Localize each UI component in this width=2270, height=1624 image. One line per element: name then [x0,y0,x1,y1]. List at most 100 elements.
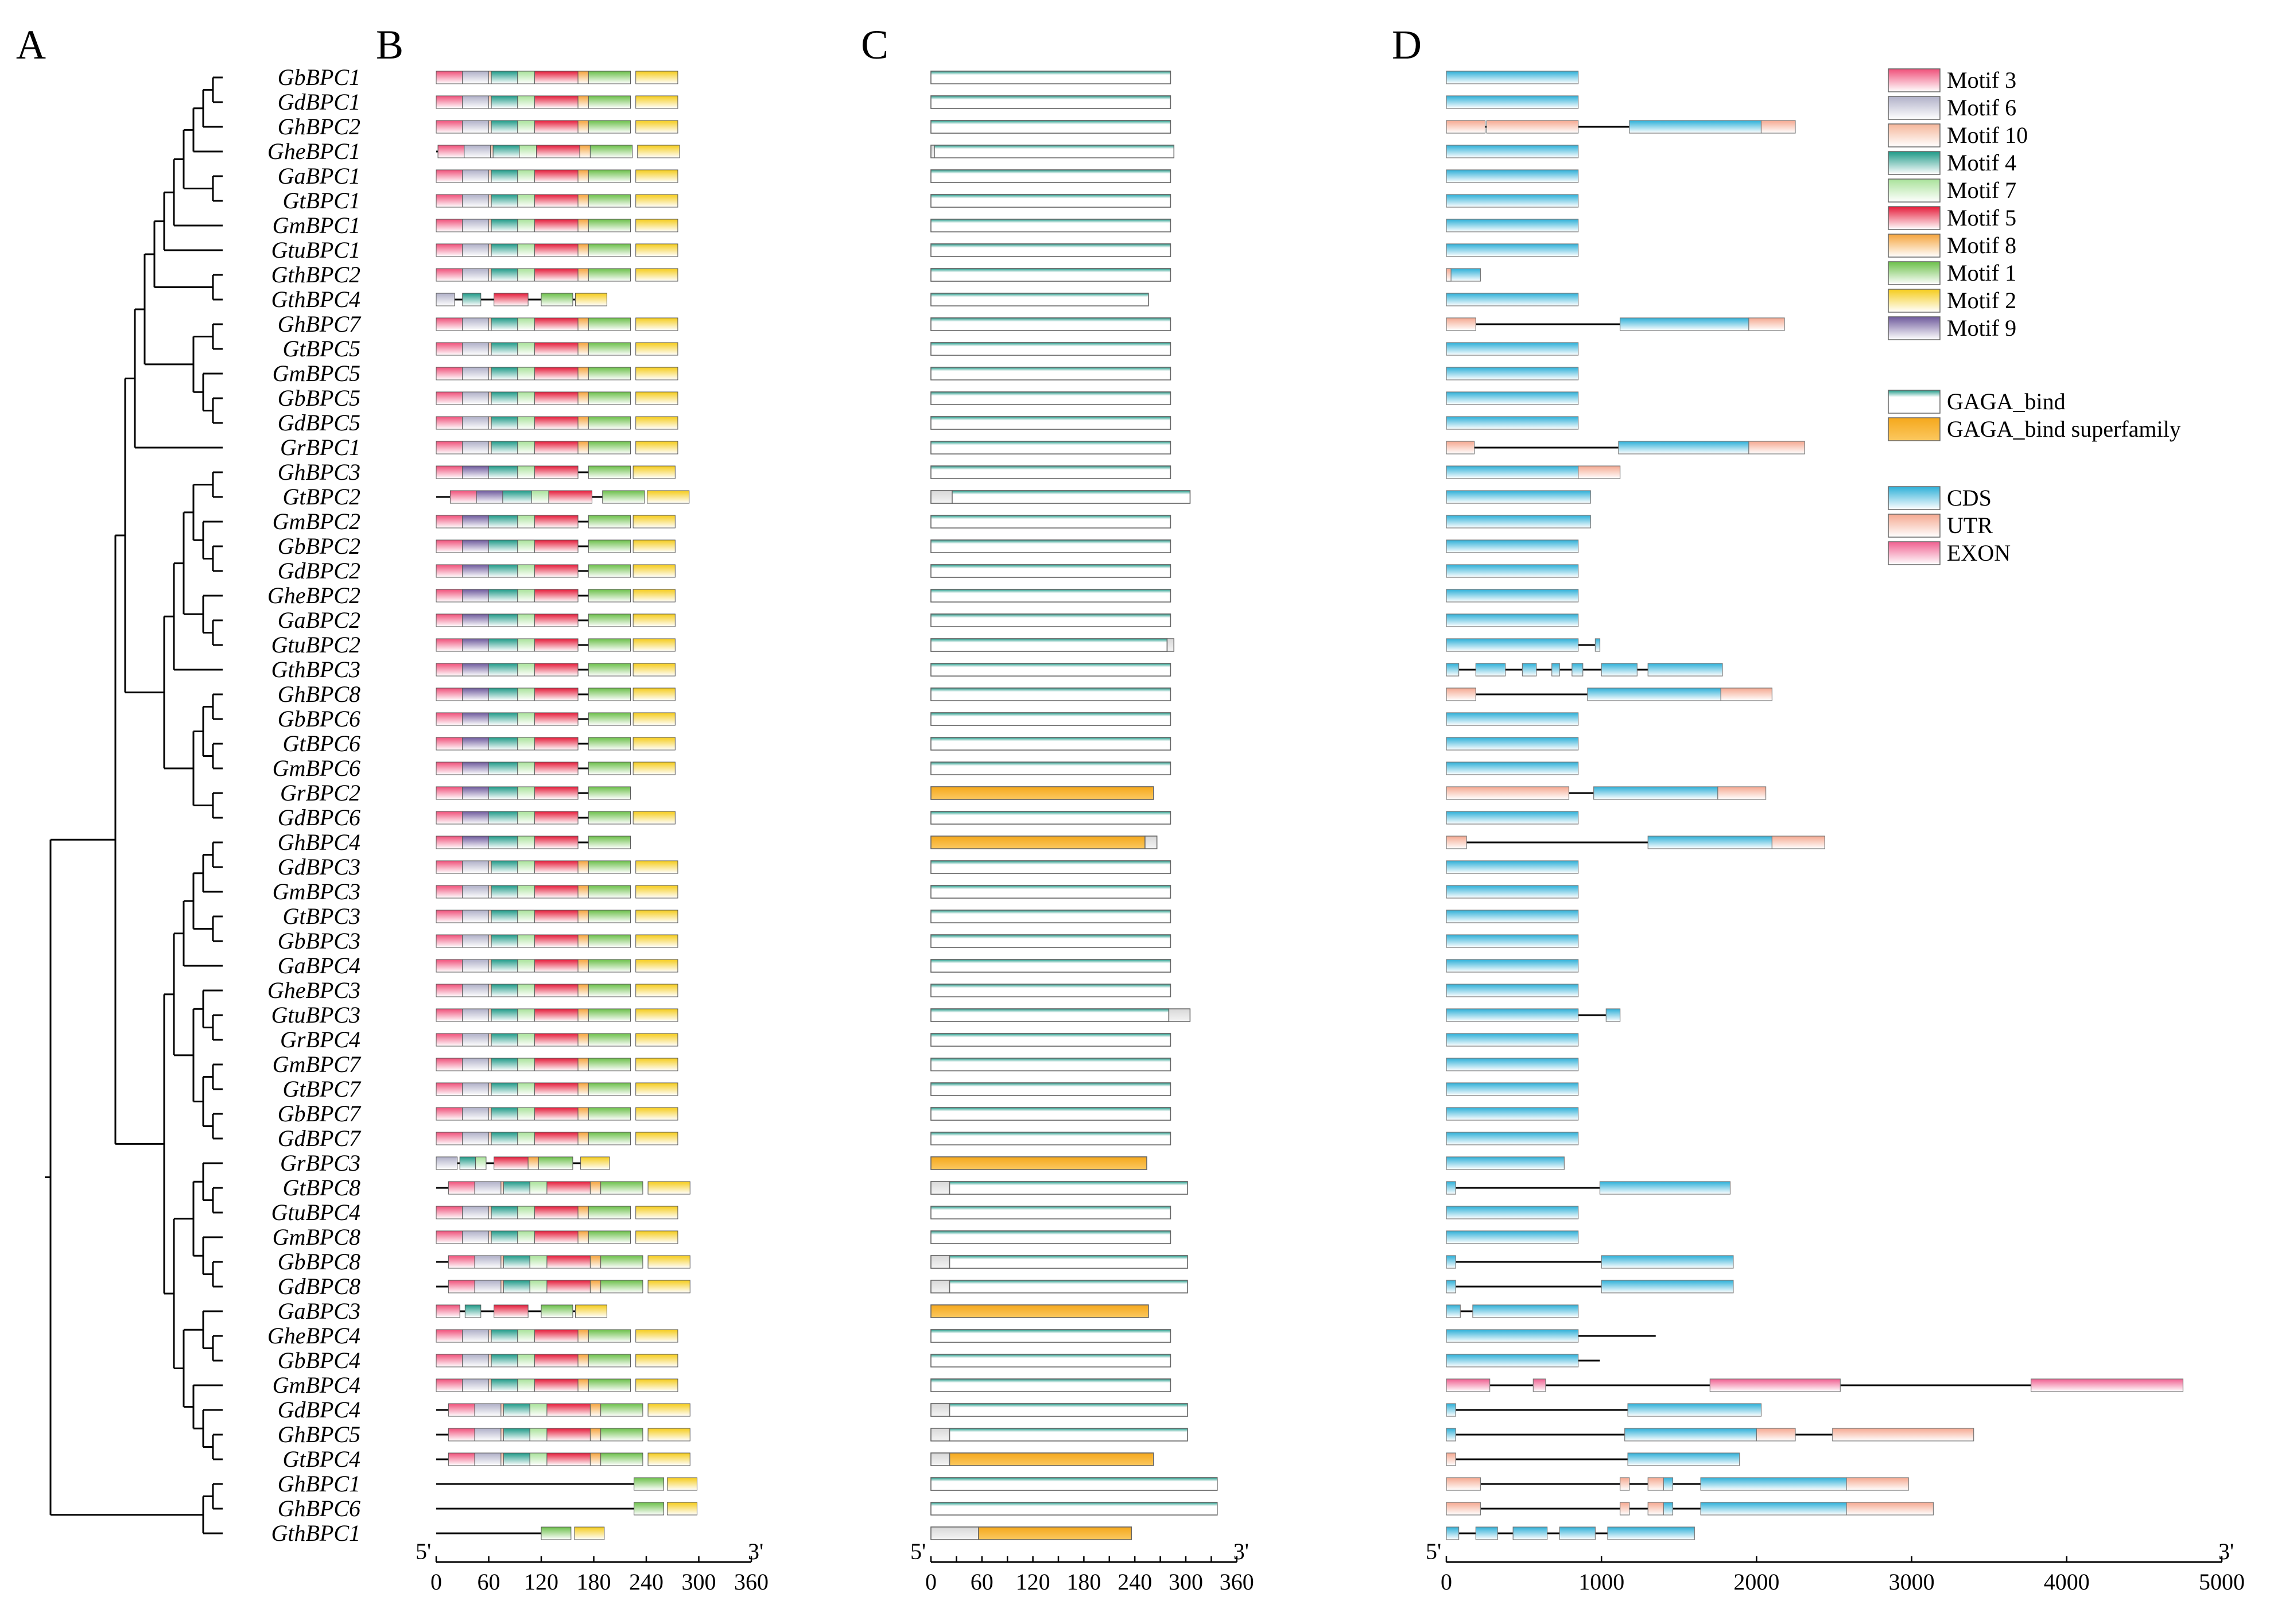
motif-m4 [459,1156,476,1170]
gene-label: GhBPC8 [278,681,360,707]
motif-m8 [577,1230,589,1244]
motif-m2 [633,465,676,479]
motif-m4 [491,959,518,973]
motif-m3 [448,1181,475,1195]
motif-m8 [577,1033,589,1047]
motif-m4 [491,441,518,454]
motif-m1 [588,762,631,775]
utr-segment [1578,465,1621,479]
motif-m1 [588,465,631,479]
motif-m8 [577,169,589,183]
legend-motif-label: Motif 2 [1947,287,2016,313]
gene-label: GtBPC3 [282,903,360,929]
motif-m5 [534,317,579,331]
motif-m6 [462,71,489,84]
motif-m1 [541,1304,573,1318]
motif-m6 [462,934,489,948]
motif-m8 [527,1156,539,1170]
b-tick-label: 360 [734,1569,769,1595]
motif-m10 [488,342,492,356]
motif-m6 [474,1280,502,1293]
motif-m1 [588,1033,631,1047]
motif-m2 [635,1033,678,1047]
motif-m9 [462,539,489,553]
legend-motif-swatch [1888,68,1941,92]
motif-m4 [491,1132,518,1145]
motif-m3 [436,589,463,603]
gene-label: GtBPC5 [282,336,360,362]
motif-m2 [635,194,678,208]
gaga-bind-domain [934,145,1175,158]
protein-nondomain [930,1181,950,1195]
motif-m9 [462,712,489,726]
utr-segment [1446,687,1476,701]
motif-m4 [491,984,518,997]
motif-m8 [577,1008,589,1022]
motif-m4 [491,317,518,331]
motif-m2 [633,515,676,529]
d-end-label: 3' [2218,1538,2234,1564]
legend-structure-swatch [1888,486,1941,510]
d-tick-label: 1000 [1578,1569,1624,1595]
motif-m6 [462,959,489,973]
motif-m1 [588,836,631,849]
gene-label: GmBPC7 [273,1051,362,1077]
motif-m4 [502,490,532,504]
motif-m4 [503,1181,530,1195]
gaga-bind-domain [930,465,1171,479]
motif-m7 [529,1452,548,1466]
protein-nondomain [930,1526,979,1540]
motif-m5 [494,1156,529,1170]
motif-m3 [436,762,463,775]
motif-m1 [588,564,631,578]
motif-m2 [574,1526,605,1540]
motif-m2 [667,1502,697,1516]
motif-m10 [500,1452,504,1466]
motif-m5 [534,268,579,282]
motif-m5 [534,934,579,948]
b-tick-label: 240 [629,1569,663,1595]
motif-m4 [488,589,518,603]
motif-m8 [577,219,589,232]
protein-nondomain [930,490,953,504]
legend-domain-swatch [1888,417,1941,441]
motif-m2 [647,1428,690,1442]
cds-segment [1601,1280,1734,1293]
motif-m5 [534,416,579,430]
motif-m5 [534,367,579,380]
motif-m5 [534,194,579,208]
motif-m6 [462,194,489,208]
motif-m7 [517,71,536,84]
cds-segment [1446,243,1579,257]
motif-m1 [588,317,631,331]
gene-label: GaBPC1 [278,163,360,189]
gaga-bind-domain [930,95,1171,109]
motif-m2 [667,1477,697,1491]
motif-m1 [588,1008,631,1022]
gaga-bind-domain [930,515,1171,529]
motif-m6 [462,1354,489,1367]
motif-m10 [488,391,492,405]
protein-nondomain [930,1280,950,1293]
motif-m5 [534,885,579,899]
motif-m6 [462,984,489,997]
gene-label: GthBPC3 [271,656,360,682]
gaga-bind-domain [930,1082,1171,1096]
motif-m4 [503,1255,530,1269]
cds-segment [1700,1502,1847,1516]
c-tick-label: 180 [1066,1569,1101,1595]
motif-m6 [462,860,489,874]
motif-m5 [534,984,579,997]
motif-m3 [436,268,463,282]
gaga-bind-domain [930,194,1171,208]
motif-m5 [534,564,579,578]
cds-segment [1446,1230,1579,1244]
motif-m2 [633,539,676,553]
motif-m2 [635,1058,678,1071]
cds-segment [1522,663,1537,677]
motif-m5 [546,1428,591,1442]
domain-panel [930,71,1218,1540]
utr-segment [1647,1477,1664,1491]
gene-label: GdBPC6 [278,805,360,830]
motif-m3 [436,1304,460,1318]
